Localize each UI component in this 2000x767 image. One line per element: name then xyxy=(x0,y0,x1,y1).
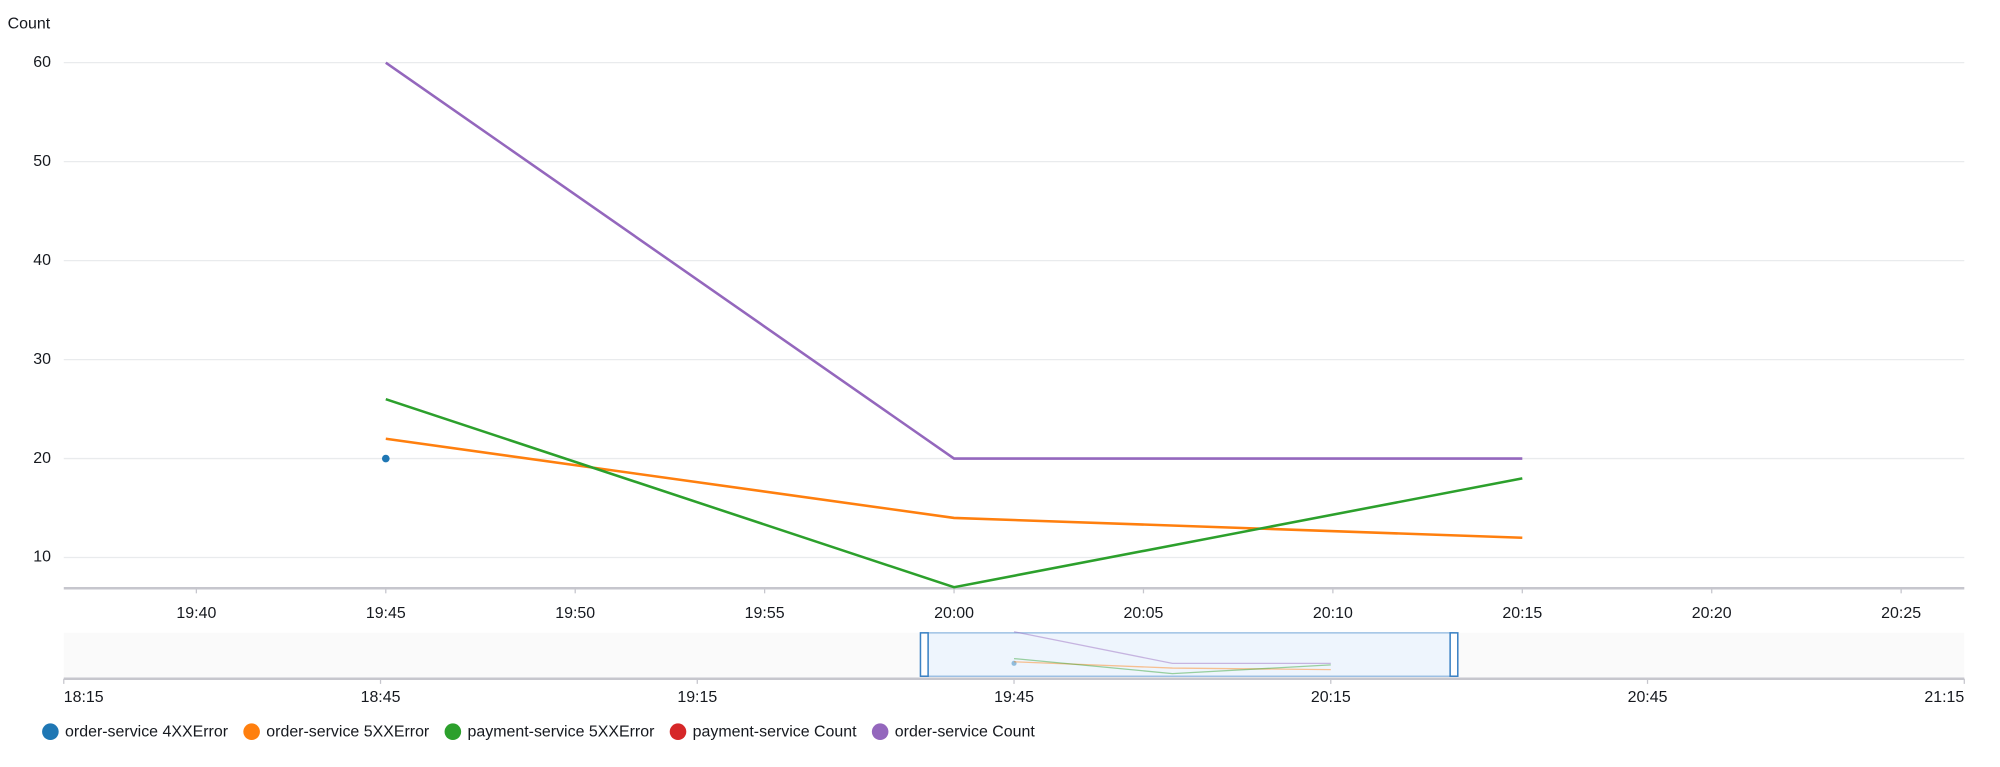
x-tick-label: 20:05 xyxy=(1124,605,1164,622)
y-tick-label: 50 xyxy=(33,153,51,170)
legend-label[interactable]: payment-service Count xyxy=(693,724,857,741)
series-line-mini xyxy=(1013,657,1331,675)
data-point xyxy=(381,454,390,463)
navigator-handle[interactable] xyxy=(919,632,929,677)
legend-swatch[interactable] xyxy=(871,723,889,741)
y-tick-label: 60 xyxy=(33,54,51,71)
navigator-tick-label: 18:45 xyxy=(361,689,401,706)
navigator-tick-label: 19:45 xyxy=(994,689,1034,706)
navigator-tick-label: 20:45 xyxy=(1628,689,1668,706)
y-tick-label: 20 xyxy=(33,450,51,467)
x-tick-label: 20:25 xyxy=(1881,605,1921,622)
navigator-selection xyxy=(923,632,1455,677)
x-tick-label: 19:50 xyxy=(555,605,595,622)
navigator-handle[interactable] xyxy=(1449,632,1459,677)
x-tick-label: 19:40 xyxy=(176,605,216,622)
navigator-tick-label: 20:15 xyxy=(1311,689,1351,706)
series-line-mini xyxy=(1013,631,1331,664)
legend-swatch[interactable] xyxy=(243,723,260,741)
legend-swatch[interactable] xyxy=(42,723,59,741)
legend-label[interactable]: order-service 4XXError xyxy=(65,724,229,741)
y-tick-label: 40 xyxy=(33,252,51,269)
legend-label[interactable]: payment-service 5XXError xyxy=(468,724,656,741)
legend-label[interactable]: order-service 5XXError xyxy=(266,724,430,741)
x-tick-label: 19:45 xyxy=(366,605,406,622)
navigator-tick-label: 18:15 xyxy=(64,689,104,706)
legend-swatch[interactable] xyxy=(669,723,687,741)
legend-label[interactable]: order-service Count xyxy=(895,724,1036,741)
x-tick-label: 20:20 xyxy=(1692,605,1732,622)
series-line xyxy=(385,397,1523,589)
navigator-tick-label: 19:15 xyxy=(677,689,717,706)
x-tick-label: 20:00 xyxy=(934,605,974,622)
y-tick-label: 30 xyxy=(33,351,51,368)
series-line xyxy=(385,61,1523,460)
y-axis-label: Count xyxy=(8,16,51,33)
x-tick-label: 19:55 xyxy=(745,605,785,622)
x-tick-label: 20:10 xyxy=(1313,605,1353,622)
legend-swatch[interactable] xyxy=(444,723,462,741)
x-tick-label: 20:15 xyxy=(1502,605,1542,622)
series-line-mini xyxy=(1014,661,1331,671)
navigator-tick-label: 21:15 xyxy=(1924,689,1964,706)
y-tick-label: 10 xyxy=(33,549,51,566)
series-line xyxy=(385,437,1523,540)
data-point-mini xyxy=(1011,660,1017,666)
